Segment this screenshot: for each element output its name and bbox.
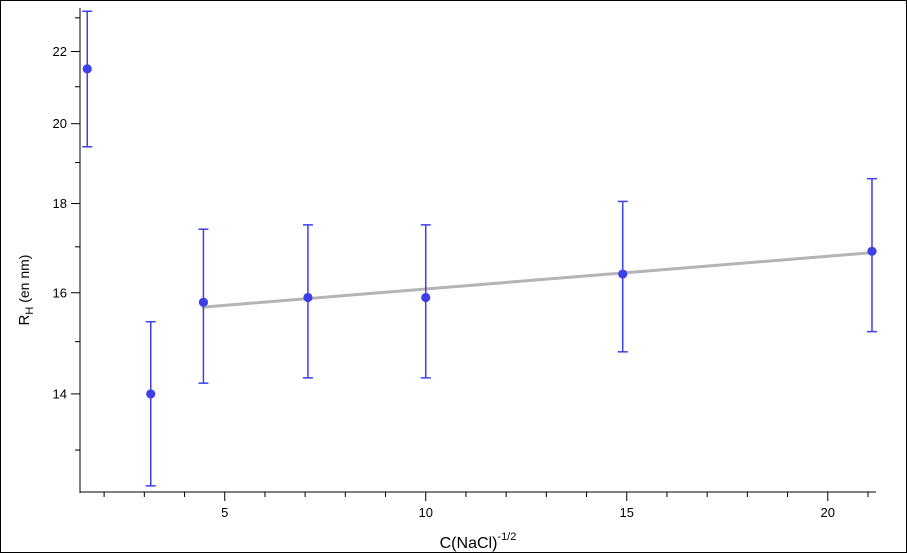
y-axis-title-rest: (en nm) — [16, 255, 32, 307]
x-tick-label: 5 — [221, 505, 228, 520]
y-tick-label: 14 — [53, 386, 67, 401]
y-tick-label: 22 — [53, 44, 67, 59]
y-tick-label: 18 — [53, 196, 67, 211]
data-point — [146, 389, 156, 399]
data-point — [867, 246, 877, 256]
data-point — [618, 269, 628, 279]
y-axis-title-sub: H — [24, 307, 36, 315]
data-point — [303, 292, 313, 303]
y-tick-label: 16 — [53, 285, 67, 300]
x-axis-title: C(NaCl)-1/2 — [440, 531, 517, 552]
x-tick-label: 15 — [620, 505, 634, 520]
x-axis-title-sup: -1/2 — [497, 531, 516, 543]
data-point — [421, 292, 431, 303]
y-axis-title: RH (en nm) — [16, 255, 36, 326]
y-tick-label: 20 — [53, 116, 67, 131]
x-axis-title-base: C(NaCl) — [440, 535, 498, 552]
fit-line — [201, 251, 874, 309]
axes: 14 16 18 20 22 5 10 15 20 — [53, 8, 876, 520]
x-tick-label: 20 — [821, 505, 835, 520]
data-marks — [82, 10, 877, 487]
data-point — [82, 64, 92, 74]
y-axis-title-base: R — [16, 314, 33, 325]
data-point — [198, 297, 209, 307]
x-tick-label: 10 — [419, 505, 433, 520]
